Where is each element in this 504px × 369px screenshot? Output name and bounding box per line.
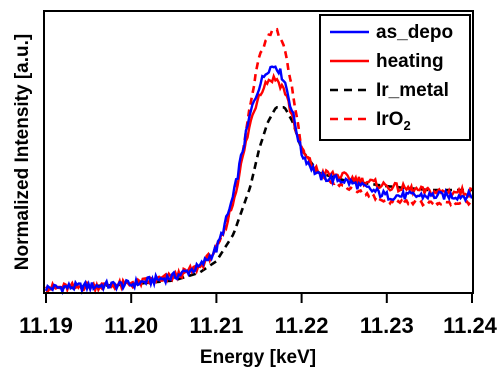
y-axis-label: Normalized Intensity [a.u.]	[12, 34, 33, 270]
legend-box	[319, 14, 471, 141]
x-tick-label-4: 11.23	[360, 313, 414, 338]
series-line-as-depo	[44, 65, 474, 296]
x-tick-label-3: 11.22	[275, 313, 329, 338]
x-axis-label: Energy [keV]	[200, 347, 316, 368]
legend-label-iro2: IrO2	[376, 109, 411, 133]
x-axis-tick-labels: 11.19 11.20 11.21 11.22 11.23 11.24	[19, 313, 498, 338]
legend-label-as-depo: as_depo	[376, 22, 453, 43]
x-axis-ticks	[45, 293, 473, 303]
x-tick-label-2: 11.21	[189, 313, 243, 338]
x-tick-label-0: 11.19	[19, 313, 73, 338]
legend-label-heating: heating	[376, 51, 444, 72]
series-line-iro2	[44, 27, 473, 292]
x-tick-label-5: 11.24	[443, 313, 498, 338]
legend-label-ir-metal: Ir_metal	[376, 80, 449, 101]
x-tick-label-1: 11.20	[104, 313, 158, 338]
plot-lines	[44, 27, 474, 296]
plot-frame	[43, 10, 474, 294]
